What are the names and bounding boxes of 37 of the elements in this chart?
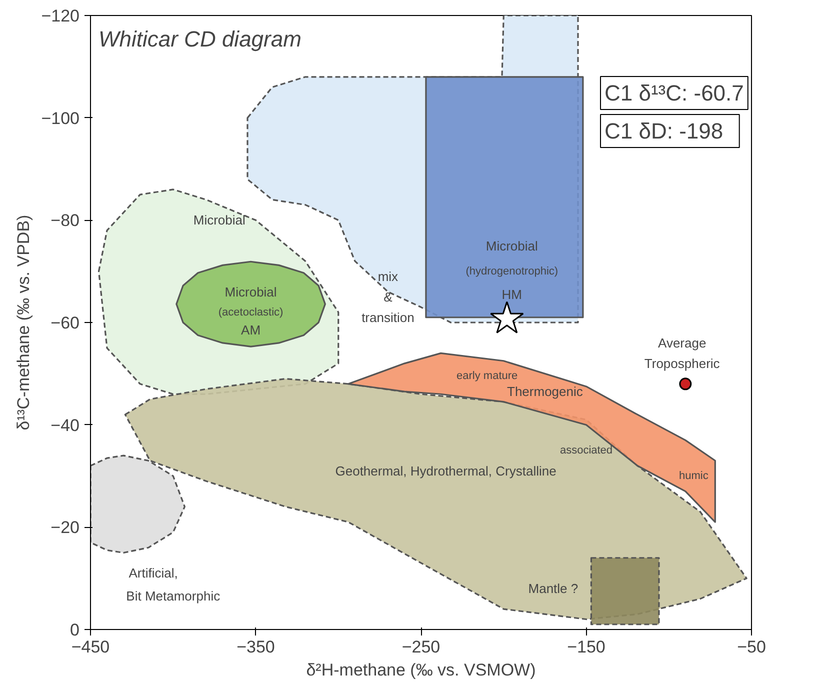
y-tick-label: −20 — [50, 518, 80, 538]
annotation: Microbial — [193, 212, 246, 228]
annotation: C1 δ¹³C: -60.7 — [604, 80, 744, 106]
y-tick-label: 0 — [70, 620, 80, 640]
annotation: HM — [502, 286, 522, 302]
annotation: humic — [678, 470, 709, 482]
annotation: Geothermal, Hydrothermal, Crystalline — [335, 463, 556, 478]
y-axis-title: δ¹³C-methane (‰ vs. VPDB) — [14, 214, 34, 430]
annotation: Average — [658, 335, 706, 350]
y-tick-label: −120 — [41, 6, 80, 26]
annotation: & — [384, 289, 393, 304]
y-tick-label: −60 — [50, 314, 80, 332]
annotation: Microbial — [486, 238, 538, 254]
x-tick-label: −150 — [567, 638, 606, 656]
annotation: transition — [362, 310, 414, 325]
annotation: Thermogenic — [507, 384, 584, 400]
annotation: mix — [378, 268, 399, 284]
annotation: AM — [241, 322, 261, 338]
x-tick-label: −50 — [737, 638, 766, 656]
x-tick-label: −250 — [402, 638, 440, 656]
annotation: Artificial, — [128, 566, 178, 581]
x-tick-label: −450 — [71, 638, 110, 656]
annotation: (acetoclastic) — [218, 306, 284, 318]
y-tick-label: −80 — [50, 211, 80, 230]
annotation: Microbial — [224, 284, 277, 300]
annotation: early mature — [456, 370, 518, 382]
annotation: Tropospheric — [644, 356, 720, 371]
x-axis-title: δ²H-methane (‰ vs. VSMOW) — [306, 660, 536, 680]
annotation: associated — [560, 444, 613, 456]
annotation: (hydrogenotrophic) — [466, 265, 558, 278]
annotation: Bit Metamorphic — [126, 588, 221, 604]
y-tick-label: −40 — [50, 416, 80, 435]
y-tick-label: −100 — [41, 108, 80, 128]
annotation: C1 δD: -198 — [604, 118, 724, 144]
text: Whiticar CD diagram — [98, 26, 302, 52]
x-tick-label: −350 — [236, 638, 275, 656]
annotation: Mantle ? — [528, 581, 578, 596]
